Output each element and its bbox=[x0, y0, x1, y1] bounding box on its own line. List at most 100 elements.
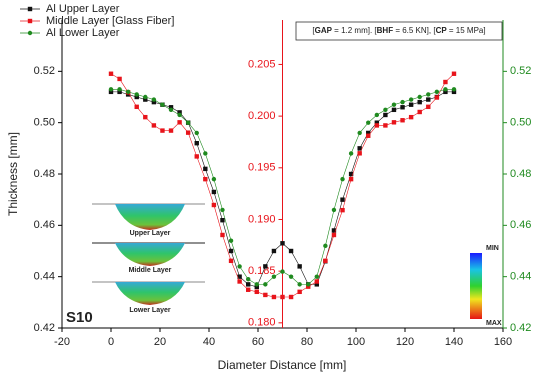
point bbox=[452, 87, 456, 91]
point bbox=[237, 264, 241, 268]
y2-tick-label: 0.195 bbox=[248, 162, 276, 174]
y2-tick-label: 0.205 bbox=[248, 58, 276, 70]
point bbox=[280, 241, 284, 245]
point bbox=[409, 115, 413, 119]
point bbox=[195, 154, 199, 158]
y3-tick-label: 0.52 bbox=[510, 65, 531, 77]
point bbox=[272, 295, 276, 299]
point bbox=[426, 92, 430, 96]
point bbox=[392, 103, 396, 107]
point bbox=[160, 103, 164, 107]
point bbox=[400, 105, 404, 109]
point bbox=[332, 208, 336, 212]
point bbox=[135, 92, 139, 96]
point bbox=[135, 105, 139, 109]
point bbox=[289, 295, 293, 299]
point bbox=[186, 120, 190, 124]
x-tick-label: 40 bbox=[203, 336, 215, 348]
point bbox=[400, 118, 404, 122]
y-tick-label: 0.48 bbox=[34, 168, 55, 180]
chart: Upper Layer Middle Layer Lower Layer MIN… bbox=[0, 0, 542, 376]
point bbox=[126, 90, 130, 94]
point bbox=[263, 264, 267, 268]
colorbar bbox=[470, 253, 482, 319]
point bbox=[246, 288, 250, 292]
colorbar-label: MAX bbox=[486, 320, 502, 327]
point bbox=[169, 128, 173, 132]
point bbox=[263, 282, 267, 286]
x-tick-label: -20 bbox=[54, 336, 70, 348]
point bbox=[246, 282, 250, 286]
point bbox=[220, 233, 224, 237]
x-axis-label: Diameter Distance [mm] bbox=[218, 358, 347, 372]
insets bbox=[92, 204, 205, 305]
annotation-part: = 15 MPa] bbox=[447, 26, 486, 35]
legend-marker bbox=[28, 7, 32, 11]
point bbox=[143, 115, 147, 119]
y3-tick-label: 0.48 bbox=[510, 168, 531, 180]
point bbox=[418, 95, 422, 99]
x-tick-label: 0 bbox=[108, 336, 114, 348]
y-tick-label: 0.52 bbox=[34, 65, 55, 77]
point bbox=[383, 123, 387, 127]
point bbox=[383, 108, 387, 112]
legend-label: Al Lower Layer bbox=[46, 27, 120, 39]
point bbox=[212, 190, 216, 194]
point bbox=[212, 177, 216, 181]
x-tick-label: 140 bbox=[445, 336, 463, 348]
point bbox=[280, 269, 284, 273]
point bbox=[117, 77, 121, 81]
point bbox=[272, 274, 276, 278]
point bbox=[383, 113, 387, 117]
x-tick-label: 60 bbox=[252, 336, 264, 348]
legend-marker bbox=[28, 19, 32, 23]
point bbox=[212, 203, 216, 207]
x-tick-label: 120 bbox=[396, 336, 414, 348]
inset-label: Middle Layer bbox=[129, 267, 172, 274]
point bbox=[169, 108, 173, 112]
point bbox=[340, 197, 344, 201]
point bbox=[340, 177, 344, 181]
point bbox=[143, 95, 147, 99]
point bbox=[203, 151, 207, 155]
point bbox=[255, 282, 259, 286]
y3-tick-label: 0.44 bbox=[510, 271, 531, 283]
point bbox=[246, 277, 250, 281]
point bbox=[109, 87, 113, 91]
point bbox=[195, 141, 199, 145]
point bbox=[340, 208, 344, 212]
y-tick-label: 0.50 bbox=[34, 117, 55, 129]
point bbox=[203, 177, 207, 181]
point bbox=[306, 282, 310, 286]
point bbox=[349, 151, 353, 155]
point bbox=[297, 264, 301, 268]
point bbox=[315, 279, 319, 283]
point bbox=[357, 151, 361, 155]
y3-tick-label: 0.46 bbox=[510, 219, 531, 231]
x-tick-label: 100 bbox=[347, 336, 365, 348]
y2-tick-label: 0.200 bbox=[248, 110, 276, 122]
point bbox=[349, 177, 353, 181]
colorbar-label: MIN bbox=[486, 245, 499, 252]
legend-marker bbox=[28, 31, 32, 35]
legend-label: Al Upper Layer bbox=[46, 3, 120, 15]
point bbox=[237, 279, 241, 283]
point bbox=[109, 72, 113, 76]
annotation-part: = 6.5 KN], [ bbox=[393, 26, 436, 35]
point bbox=[452, 72, 456, 76]
point bbox=[289, 274, 293, 278]
annotation-part: BHF bbox=[377, 26, 394, 35]
panel-label: S10 bbox=[66, 309, 93, 326]
point bbox=[435, 95, 439, 99]
point bbox=[160, 128, 164, 132]
point bbox=[435, 90, 439, 94]
point bbox=[392, 108, 396, 112]
annotation-part: = 1.2 mm]. [ bbox=[332, 26, 377, 35]
point bbox=[203, 167, 207, 171]
annotation-part: GAP bbox=[315, 26, 333, 35]
annotation-part: CP bbox=[436, 26, 448, 35]
y-tick-label: 0.44 bbox=[34, 271, 55, 283]
point bbox=[366, 120, 370, 124]
y-axis-label: Thickness [mm] bbox=[6, 132, 20, 216]
legend-label: Middle Layer [Glass Fiber] bbox=[46, 15, 174, 27]
